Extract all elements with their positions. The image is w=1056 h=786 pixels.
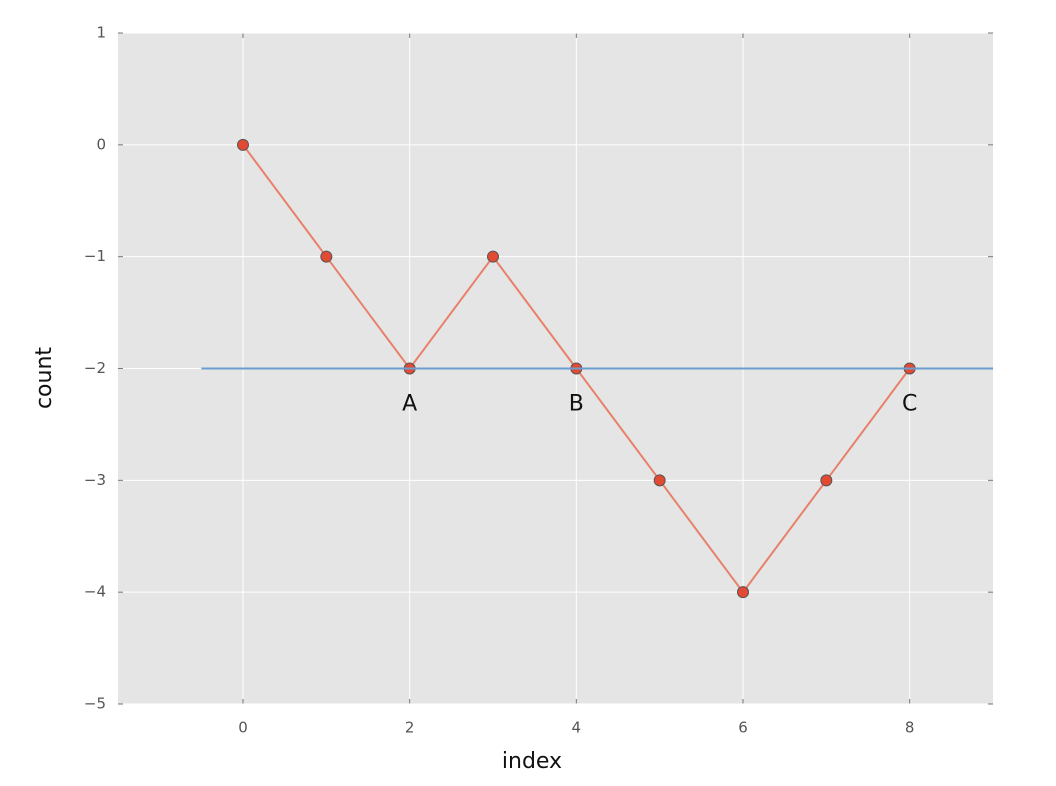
data-point	[737, 586, 749, 599]
y-tick-label: 1	[96, 24, 106, 42]
y-tick-label: −3	[84, 471, 106, 489]
plot-area: 0 2 4 6 8 −5 −4 −3 −2 −1 0 1 A B C	[84, 24, 993, 737]
annotation: B	[569, 392, 584, 417]
y-tick-label: 0	[96, 135, 106, 153]
y-tick-label: −2	[84, 359, 106, 377]
x-tick-label: 2	[405, 719, 415, 737]
data-point	[820, 474, 833, 487]
data-point	[487, 250, 499, 263]
x-tick-label: 0	[238, 719, 248, 737]
annotation: C	[902, 392, 917, 417]
data-point	[653, 474, 666, 487]
data-point	[237, 138, 249, 151]
x-axis-label: index	[502, 749, 562, 774]
x-tick-label: 8	[905, 719, 915, 737]
y-tick-label: −4	[84, 583, 106, 601]
x-tick-label: 6	[738, 719, 748, 737]
y-tick-label: −1	[84, 247, 106, 265]
x-tick-label: 4	[572, 719, 582, 737]
annotation: A	[402, 392, 417, 417]
y-axis-label: count	[32, 347, 57, 409]
y-tick-label: −5	[84, 695, 106, 713]
data-point	[320, 250, 333, 263]
